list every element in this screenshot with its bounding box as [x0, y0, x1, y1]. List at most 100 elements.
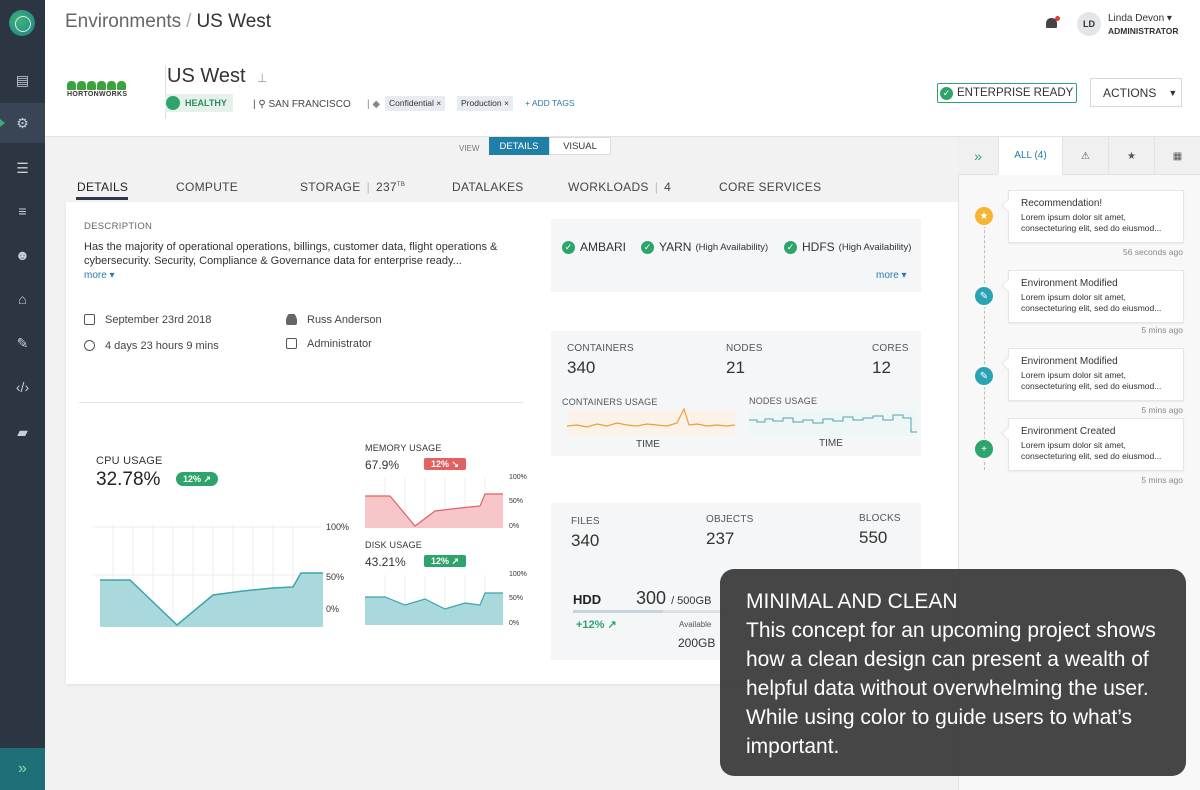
- nodes-usage-sparkline: [749, 410, 917, 436]
- caption-body: This concept for an upcoming project sho…: [746, 619, 1156, 758]
- tag-icon: | ◆: [367, 99, 381, 110]
- bell-icon[interactable]: [1046, 16, 1060, 29]
- created-date: September 23rd 2018: [84, 314, 211, 326]
- avatar[interactable]: LD: [1077, 12, 1101, 36]
- available-label: Available: [679, 620, 712, 629]
- activity-expand-button[interactable]: »: [974, 148, 982, 164]
- user-name[interactable]: Linda Devon ▾: [1108, 13, 1172, 24]
- service-hdfs: ✓ HDFS (High Availability): [784, 240, 911, 254]
- service-ambari: ✓ AMBARI: [562, 240, 626, 254]
- activity-item[interactable]: Environment Modified Lorem ipsum dolor s…: [1008, 270, 1184, 323]
- clock-icon: [84, 340, 95, 351]
- description-text: Has the majority of operational operatio…: [84, 241, 498, 281]
- cpu-usage-chart: [93, 525, 323, 627]
- description-more-link[interactable]: more ▾: [84, 270, 115, 281]
- memory-usage-chart: [365, 478, 503, 528]
- breadcrumb-current: US West: [196, 11, 272, 32]
- disk-usage-label: DISK USAGE: [365, 540, 423, 550]
- owner-role: Administrator: [286, 338, 372, 350]
- location: | ⚲ SAN FRANCISCO: [253, 99, 351, 110]
- breadcrumb-root[interactable]: Environments: [65, 11, 182, 32]
- book-icon[interactable]: ▰: [17, 423, 28, 440]
- calendar-add-icon: +: [973, 438, 995, 460]
- objects-label: OBJECTS: [706, 514, 754, 525]
- sidebar-expand-button[interactable]: »: [0, 748, 45, 790]
- objects-value: 237: [706, 529, 735, 548]
- view-visual-button[interactable]: VISUAL: [549, 137, 611, 155]
- users-icon[interactable]: ☻: [15, 247, 30, 263]
- star-icon: ★: [973, 205, 995, 227]
- tab-storage[interactable]: STORAGE | 237TB: [300, 180, 406, 194]
- edit-icon: ✎: [973, 285, 995, 307]
- tag-confidential[interactable]: Confidential ×: [385, 96, 446, 111]
- page-title: US West: [167, 65, 246, 87]
- top-bar: Environments / US West LD Linda Devon ▾ AD…: [45, 0, 1200, 47]
- check-icon: ✓: [641, 240, 654, 254]
- status-badge: HEALTHY: [165, 94, 233, 112]
- nodes-label: NODES: [726, 343, 763, 354]
- caret-down-icon: ▼: [1168, 87, 1178, 98]
- notification-dot: [1055, 16, 1060, 21]
- nodes-value: 21: [726, 358, 745, 377]
- description-label: DESCRIPTION: [84, 221, 153, 232]
- activity-time: 5 mins ago: [1141, 475, 1183, 485]
- view-label: VIEW: [459, 144, 480, 153]
- activity-item[interactable]: Environment Created Lorem ipsum dolor si…: [1008, 418, 1184, 471]
- activity-time: 5 mins ago: [1141, 405, 1183, 415]
- environment-header: HORTONWORKS US West ⊥ HEALTHY | ⚲ SAN FR…: [45, 47, 1200, 137]
- service-yarn: ✓ YARN (High Availability): [641, 240, 768, 254]
- services-panel: [551, 219, 921, 292]
- nodes-time-label: TIME: [819, 438, 843, 449]
- tab-core-services[interactable]: CORE SERVICES: [719, 180, 822, 194]
- tab-all[interactable]: ALL (4): [998, 137, 1062, 175]
- store-icon[interactable]: ⌂: [18, 291, 27, 307]
- owner-name: Russ Anderson: [286, 314, 382, 326]
- containers-time-label: TIME: [636, 439, 660, 450]
- caption-title: MINIMAL AND CLEAN: [746, 590, 958, 613]
- star-icon[interactable]: ★: [1108, 137, 1154, 175]
- user-role: ADMINISTRATOR: [1108, 26, 1179, 36]
- calendar-icon: [84, 314, 95, 325]
- containers-value: 340: [567, 358, 596, 377]
- memory-usage-label: MEMORY USAGE: [365, 443, 442, 453]
- cores-value: 12: [872, 358, 891, 377]
- disk-usage-chart: [365, 575, 503, 625]
- files-value: 340: [571, 531, 600, 550]
- hdd-label: HDD: [573, 592, 602, 607]
- database-icon[interactable]: ☰: [16, 159, 29, 176]
- tab-compute[interactable]: COMPUTE: [176, 180, 239, 194]
- caption-overlay: MINIMAL AND CLEAN This concept for an up…: [720, 569, 1186, 776]
- files-label: FILES: [571, 516, 600, 527]
- disk-usage-value: 43.21%: [365, 555, 406, 569]
- list-icon[interactable]: ≡: [18, 203, 27, 219]
- services-more-link[interactable]: more ▾: [876, 270, 907, 281]
- containers-usage-label: CONTAINERS USAGE: [562, 397, 658, 407]
- available-value: 200GB: [678, 636, 716, 650]
- clusters-icon[interactable]: ⚙: [0, 103, 45, 143]
- warning-icon[interactable]: ⚠: [1062, 137, 1108, 175]
- cpu-usage-value: 32.78%: [96, 469, 161, 490]
- activity-time: 56 seconds ago: [1122, 247, 1183, 257]
- memory-usage-badge: 12% ↘: [424, 458, 467, 470]
- calendar-icon[interactable]: ▦: [1154, 137, 1200, 175]
- app-logo-icon[interactable]: [9, 10, 35, 36]
- blocks-label: BLOCKS: [859, 513, 901, 524]
- view-details-button[interactable]: DETAILS: [489, 137, 549, 155]
- activity-item[interactable]: Environment Modified Lorem ipsum dolor s…: [1008, 348, 1184, 401]
- code-icon[interactable]: ‹/›: [15, 379, 30, 395]
- activity-item[interactable]: Recommendation! Lorem ipsum dolor sit am…: [1008, 190, 1184, 243]
- tab-datalakes[interactable]: DATALAKES: [452, 180, 524, 194]
- add-tags-link[interactable]: + ADD TAGS: [525, 98, 575, 108]
- activity-time: 5 mins ago: [1141, 325, 1183, 335]
- tab-workloads[interactable]: WORKLOADS | 4: [568, 180, 672, 194]
- memory-usage-value: 67.9%: [365, 458, 400, 472]
- dashboard-icon[interactable]: ▤: [15, 71, 30, 88]
- pin-icon[interactable]: ⊥: [257, 71, 268, 85]
- cpu-usage-badge: 12% ↗: [176, 472, 219, 486]
- cpu-usage-label: CPU USAGE: [96, 455, 163, 467]
- tab-details[interactable]: DETAILS: [77, 180, 129, 194]
- tag-production[interactable]: Production ×: [457, 96, 513, 111]
- actions-button[interactable]: ACTIONS ▼: [1090, 78, 1182, 107]
- check-icon: ✓: [562, 240, 575, 254]
- wrench-icon[interactable]: ✎: [16, 334, 29, 351]
